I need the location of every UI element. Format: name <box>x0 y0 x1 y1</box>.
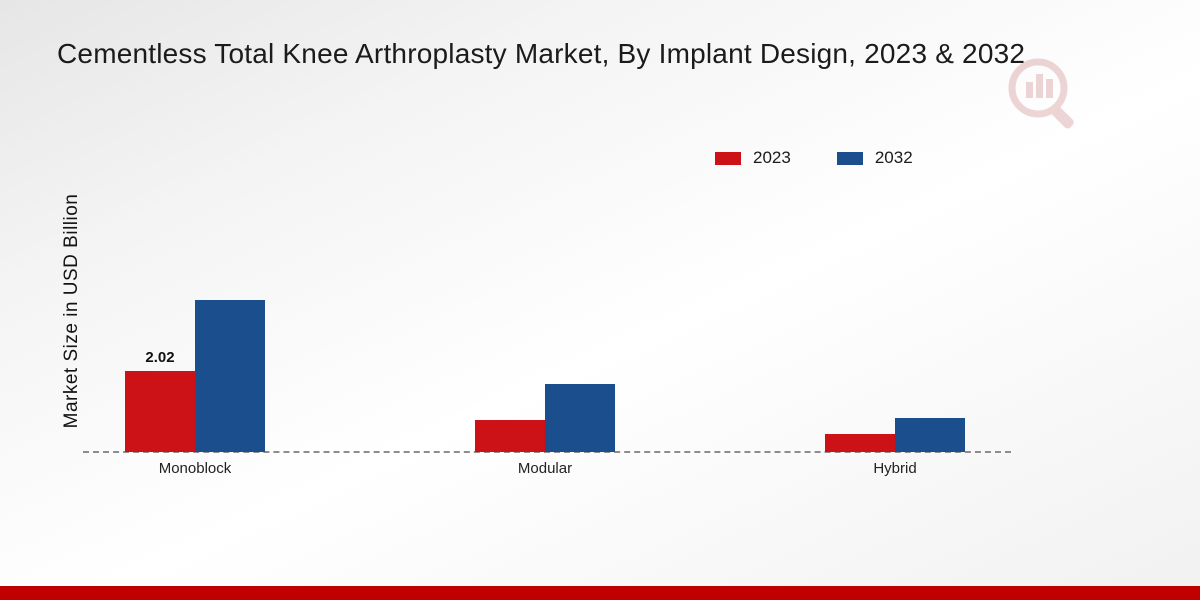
bar-chart-magnifier-logo-icon <box>1008 58 1074 129</box>
bar-2032-modular <box>545 384 615 452</box>
bar-group-modular <box>435 384 655 452</box>
bar-2032-hybrid <box>895 418 965 452</box>
legend-swatch-2023 <box>715 151 741 165</box>
category-label-monoblock: Monoblock <box>158 460 232 477</box>
y-axis-label: Market Size in USD Billion <box>61 193 82 429</box>
bar-value-label: 2.02 <box>145 349 175 367</box>
legend: 2023 2032 <box>715 148 913 168</box>
legend-item-2023: 2023 <box>715 148 791 168</box>
bar-group-monoblock: 2.02 <box>85 300 305 452</box>
legend-swatch-2032 <box>836 151 863 165</box>
bar-chart: 2.02 Monoblock Modular Hybrid <box>83 252 1011 477</box>
legend-label-2032: 2032 <box>874 148 913 167</box>
bar-2023-hybrid <box>825 434 895 452</box>
page-title: Cementless Total Knee Arthroplasty Marke… <box>57 38 1026 69</box>
bar-2023-monoblock: 2.02 <box>125 349 195 452</box>
bar-group-hybrid <box>785 418 1005 452</box>
bar-2032-monoblock <box>195 300 265 452</box>
footer-accent-bar <box>0 586 1200 600</box>
legend-item-2032: 2032 <box>836 148 913 168</box>
legend-label-2023: 2023 <box>753 148 791 167</box>
category-label-hybrid: Hybrid <box>873 460 917 477</box>
bar-2023-modular <box>475 420 545 452</box>
category-label-modular: Modular <box>517 460 573 477</box>
x-axis-baseline <box>83 451 1011 453</box>
